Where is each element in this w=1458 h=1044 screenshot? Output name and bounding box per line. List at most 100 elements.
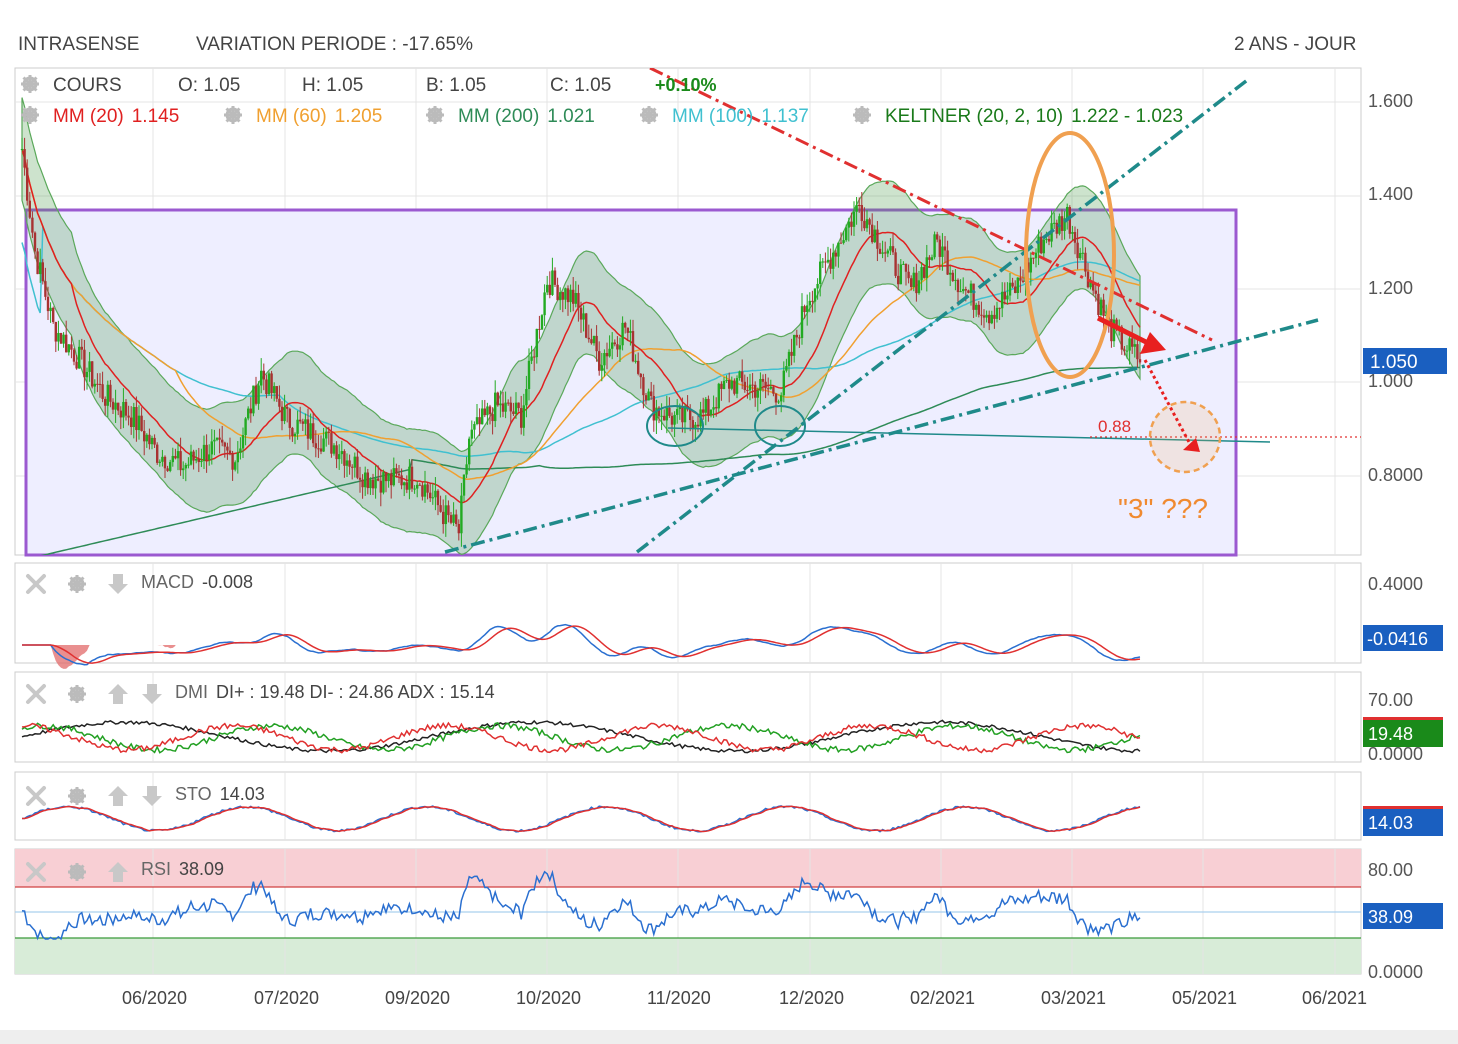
- candle-body: [273, 386, 276, 394]
- period-selector[interactable]: 2 ANS - JOUR: [1234, 34, 1357, 55]
- candle-body: [137, 415, 141, 431]
- x-tick: 12/2020: [779, 988, 844, 1008]
- candle-body: [429, 492, 432, 499]
- bottom-scrollbar[interactable]: [0, 1030, 1458, 1044]
- candle-body: [390, 473, 393, 486]
- y-tick: 1.600: [1368, 91, 1413, 111]
- candle-body: [507, 402, 510, 404]
- y-tick: 1.200: [1368, 278, 1413, 298]
- candle-body: [59, 332, 63, 344]
- dmi-y-tick: 0.0000: [1368, 744, 1423, 764]
- current-price-value: 1.050: [1370, 352, 1418, 373]
- neckline[interactable]: [667, 427, 1271, 443]
- candle-body: [696, 424, 700, 427]
- rsi-legend: RSI 38.09: [141, 859, 224, 879]
- candle-body: [1019, 277, 1022, 281]
- shoulder-ellipse-left[interactable]: [646, 405, 704, 447]
- y-tick: 1.400: [1368, 184, 1413, 204]
- candle-body: [187, 464, 190, 466]
- candle-body: [678, 406, 681, 410]
- candle-body: [283, 407, 286, 422]
- candle-body: [860, 205, 863, 221]
- close-value: C: 1.05: [550, 75, 611, 96]
- x-tick: 03/2021: [1041, 988, 1106, 1008]
- candle-body: [501, 403, 505, 412]
- candle-body: [340, 451, 343, 455]
- candle-body: [78, 346, 81, 369]
- candle-body: [101, 384, 104, 399]
- candle-body: [598, 351, 601, 371]
- candle-body: [967, 290, 970, 293]
- candle-body: [426, 484, 429, 493]
- candle-body: [184, 464, 187, 469]
- sto-gear-icon[interactable]: [66, 785, 88, 807]
- top-ellipse[interactable]: [1024, 131, 1116, 379]
- candle-body: [366, 472, 369, 489]
- candle-body: [358, 477, 362, 480]
- candle-body: [780, 395, 783, 402]
- candle-body: [252, 385, 255, 414]
- keltner-gear-icon[interactable]: [851, 104, 873, 126]
- candle-body: [650, 391, 653, 397]
- candle-body: [582, 313, 585, 320]
- candle-body: [980, 314, 983, 316]
- candle-body: [163, 456, 167, 469]
- candle-body: [527, 360, 531, 390]
- resistance-trendline[interactable]: [649, 68, 1213, 342]
- mm20-gear-icon[interactable]: [19, 104, 41, 126]
- candle-body: [603, 353, 606, 366]
- dmi-gear-icon[interactable]: [66, 683, 88, 705]
- x-tick: 11/2020: [647, 988, 711, 1008]
- candle-body: [618, 345, 622, 350]
- candle-body: [200, 460, 203, 463]
- candle-body: [88, 361, 91, 372]
- target-level-label: 0.88: [1098, 417, 1131, 436]
- candle-body: [1008, 282, 1012, 296]
- candle-body: [574, 292, 577, 304]
- candle-body: [306, 419, 310, 439]
- candle-body: [767, 388, 770, 390]
- mm200-gear-icon[interactable]: [424, 104, 446, 126]
- candle-body: [488, 406, 492, 415]
- rsi-gear-icon[interactable]: [66, 861, 88, 883]
- candle-body: [247, 408, 250, 419]
- candle-body: [452, 514, 455, 523]
- candle-body: [990, 314, 993, 324]
- dmi-badge: [1363, 717, 1443, 747]
- candle-body: [1092, 281, 1095, 291]
- y-tick: 0.8000: [1368, 465, 1423, 485]
- candle-body: [85, 371, 89, 378]
- support-trendline-shallow[interactable]: [444, 318, 1319, 554]
- candle-body: [865, 219, 869, 229]
- candle-body: [416, 484, 419, 489]
- candle-body: [249, 408, 252, 414]
- cours-gear-icon[interactable]: [19, 73, 41, 95]
- mm100-gear-icon[interactable]: [638, 104, 660, 126]
- candle-body: [725, 379, 728, 381]
- candle-body: [962, 289, 965, 292]
- range-rectangle[interactable]: [24, 208, 1238, 557]
- shoulder-ellipse-right[interactable]: [754, 405, 806, 447]
- candle-body: [1079, 252, 1082, 259]
- x-tick: 02/2021: [910, 988, 975, 1008]
- candle-body: [917, 280, 921, 294]
- candle-body: [689, 409, 692, 421]
- candle-body: [174, 455, 177, 459]
- candle-body: [1081, 252, 1084, 254]
- candle-body: [317, 448, 320, 450]
- mm60-gear-icon[interactable]: [222, 104, 244, 126]
- candle-body: [863, 220, 866, 229]
- candle-body: [460, 495, 463, 534]
- rsi-oversold-zone: [15, 938, 1361, 974]
- macd-gear-icon[interactable]: [66, 573, 88, 595]
- candle-body: [876, 229, 879, 249]
- candle-body: [587, 337, 590, 340]
- candle-body: [1045, 238, 1048, 240]
- candle-body: [1115, 319, 1118, 328]
- candle-body: [832, 252, 835, 269]
- sto-legend: STO 14.03: [175, 784, 265, 804]
- candle-body: [1097, 293, 1100, 316]
- candle-body: [712, 407, 715, 410]
- candle-body: [1076, 242, 1079, 259]
